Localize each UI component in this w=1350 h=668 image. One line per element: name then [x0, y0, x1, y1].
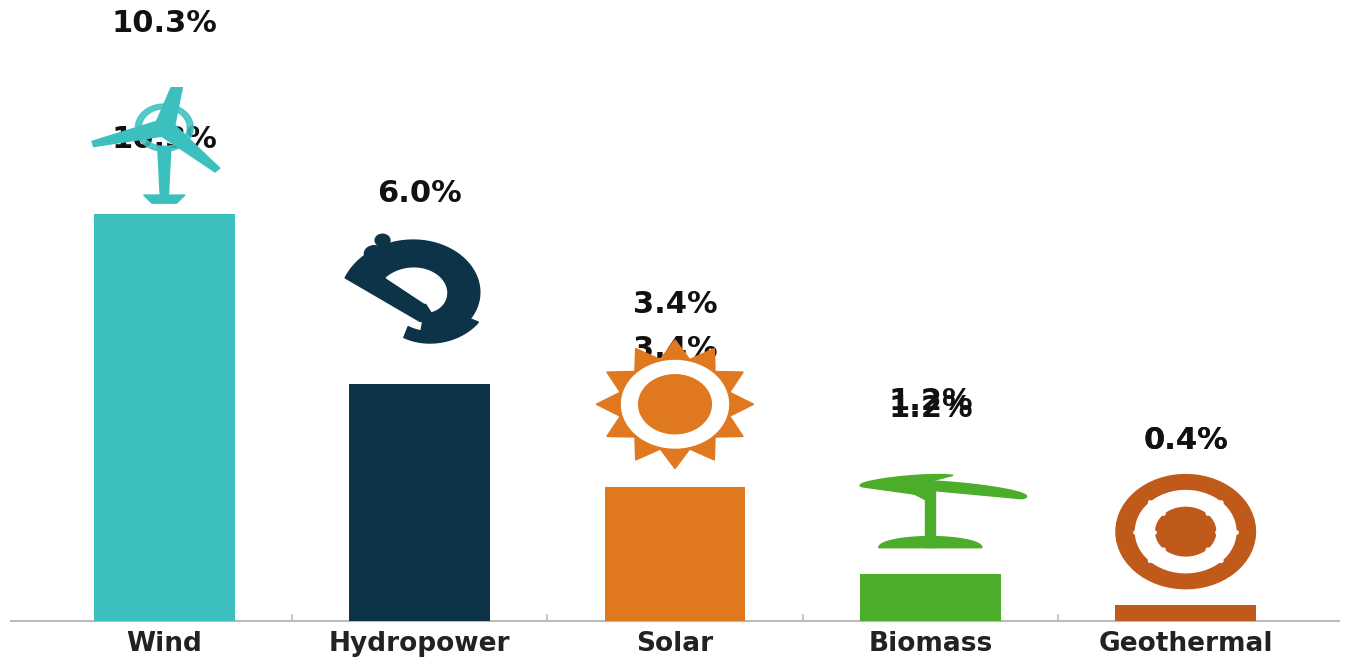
Polygon shape [1166, 516, 1206, 548]
Text: 6.0%: 6.0% [377, 256, 462, 285]
Polygon shape [1135, 490, 1237, 572]
Text: 0.4%: 0.4% [1143, 426, 1229, 455]
Bar [605, 487, 745, 621]
Polygon shape [346, 240, 479, 339]
Polygon shape [143, 195, 185, 203]
Polygon shape [925, 490, 936, 548]
Text: 0.4%: 0.4% [1143, 426, 1229, 455]
Bar [1115, 605, 1256, 621]
Text: 1.2%: 1.2% [888, 387, 972, 415]
Bar [95, 214, 235, 621]
Text: 3.4%: 3.4% [633, 335, 717, 364]
Ellipse shape [355, 265, 369, 276]
Polygon shape [879, 536, 981, 548]
Polygon shape [158, 122, 220, 172]
Polygon shape [135, 104, 193, 151]
Polygon shape [404, 317, 478, 343]
Polygon shape [386, 268, 447, 311]
Ellipse shape [640, 375, 710, 434]
Text: 6.0%: 6.0% [377, 180, 462, 208]
Bar [350, 384, 490, 621]
Text: 10.3%: 10.3% [112, 126, 217, 154]
Polygon shape [155, 68, 186, 130]
Polygon shape [891, 480, 1026, 502]
Polygon shape [860, 474, 953, 496]
Polygon shape [621, 361, 729, 448]
Ellipse shape [364, 246, 385, 262]
Polygon shape [1116, 474, 1256, 589]
Text: 1.2%: 1.2% [888, 394, 972, 424]
Polygon shape [597, 340, 753, 469]
Ellipse shape [154, 120, 174, 136]
Ellipse shape [375, 234, 390, 246]
Text: 10.3%: 10.3% [112, 9, 217, 38]
Bar [860, 574, 1000, 621]
Text: 3.4%: 3.4% [633, 290, 717, 319]
Polygon shape [92, 120, 167, 146]
Polygon shape [158, 146, 171, 195]
